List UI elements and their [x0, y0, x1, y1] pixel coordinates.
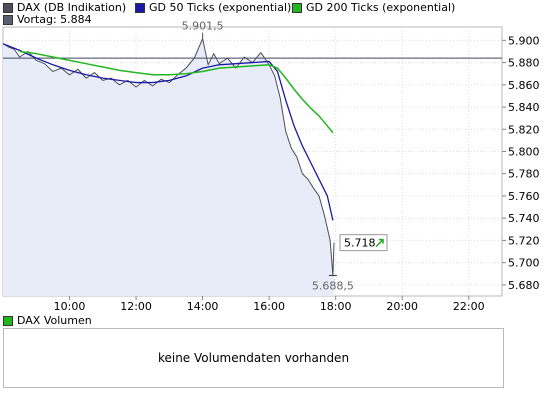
legend-item-gd50[interactable]: GD 50 Ticks (exponential)	[135, 1, 291, 14]
legend-item-dax[interactable]: DAX (DB Indikation)	[3, 1, 126, 14]
legend-item-vortag[interactable]: Vortag: 5.884	[3, 13, 92, 26]
legend-swatch-dax	[3, 2, 13, 13]
y-tick-label: 5.860	[508, 79, 540, 92]
legend-item-gd200[interactable]: GD 200 Ticks (exponential)	[292, 1, 455, 14]
chart-legend: DAX (DB Indikation) GD 50 Ticks (exponen…	[0, 0, 545, 26]
x-tick-label: 18:00	[320, 300, 352, 313]
low-value-label: 5.688,5	[312, 279, 354, 292]
dax-price-line	[2, 38, 335, 276]
y-tick-label: 5.760	[508, 190, 540, 203]
y-tick-label: 5.800	[508, 145, 540, 158]
high-value-label: 5.901,5	[182, 20, 224, 33]
last-value-label: 5.718	[344, 237, 376, 250]
x-tick-label: 12:00	[120, 300, 152, 313]
volume-legend[interactable]: DAX Volumen	[3, 314, 92, 327]
legend-swatch-gd50	[135, 2, 145, 13]
x-tick-label: 16:00	[253, 300, 285, 313]
y-tick-label: 5.720	[508, 234, 540, 247]
volume-legend-label: DAX Volumen	[17, 314, 92, 327]
volume-empty-message: keine Volumendaten vorhanden	[157, 351, 350, 365]
last-value-box	[339, 234, 388, 252]
y-tick-label: 5.900	[508, 34, 540, 47]
y-tick-label: 5.700	[508, 257, 540, 270]
y-tick-label: 5.680	[508, 279, 540, 292]
legend-label-gd50: GD 50 Ticks (exponential)	[149, 1, 292, 14]
legend-label-gd200: GD 200 Ticks (exponential)	[306, 1, 456, 14]
y-tick-label: 5.880	[508, 57, 540, 70]
y-tick-label: 5.740	[508, 212, 540, 225]
x-tick-label: 20:00	[386, 300, 418, 313]
legend-swatch-vortag	[3, 14, 13, 25]
volume-panel: keine Volumendaten vorhanden	[3, 328, 504, 388]
y-tick-label: 5.820	[508, 123, 540, 136]
gd50-line	[2, 43, 334, 221]
up-arrow-icon	[375, 238, 384, 248]
x-tick-label: 14:00	[187, 300, 219, 313]
volume-legend-swatch	[3, 315, 13, 326]
gd200-line	[19, 50, 334, 134]
legend-label-dax: DAX (DB Indikation)	[17, 1, 127, 14]
x-tick-label: 10:00	[54, 300, 86, 313]
y-tick-label: 5.780	[508, 168, 540, 181]
x-tick-label: 22:00	[453, 300, 485, 313]
y-tick-label: 5.840	[508, 101, 540, 114]
legend-label-vortag: Vortag: 5.884	[17, 13, 92, 26]
price-area-fill	[3, 38, 335, 297]
legend-swatch-gd200	[292, 2, 302, 13]
price-chart: 5.680 5.700 5.720 5.740 5.760 5.780 5.800 5.820…	[2, 20, 540, 313]
